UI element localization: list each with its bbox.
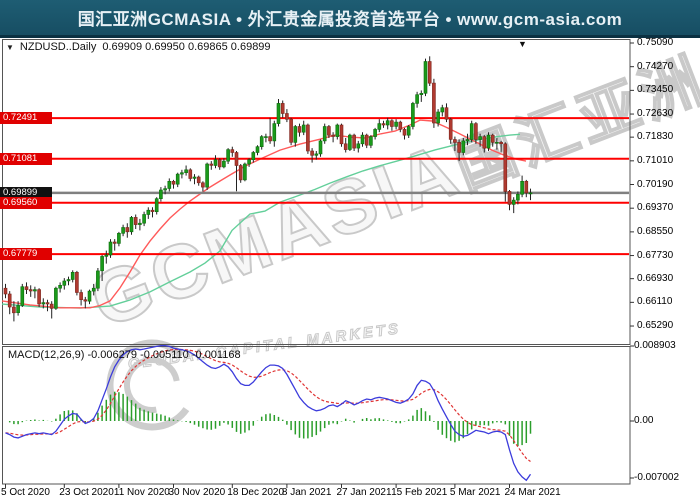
symbol-dropdown-icon[interactable]: ▼ xyxy=(6,42,14,52)
macd-axis-label: 0.00 xyxy=(634,415,654,426)
date-axis-label: 24 Mar 2021 xyxy=(504,487,561,498)
date-axis-label: 27 Jan 2021 xyxy=(336,487,392,498)
chart-shift-marker-icon[interactable]: ▼ xyxy=(518,39,527,49)
price-axis-label: 0.68550 xyxy=(637,225,674,237)
date-axis-label: 8 Jan 2021 xyxy=(281,487,332,498)
promo-banner[interactable]: 国汇亚洲GCMASIA • 外汇贵金属投资首选平台 • www.gcm-asia… xyxy=(0,0,700,38)
price-axis-label: 0.72630 xyxy=(637,108,674,120)
price-axis-label: 0.73450 xyxy=(637,84,674,96)
price-axis-label: 0.65290 xyxy=(637,320,674,332)
date-axis-label: 15 Feb 2021 xyxy=(391,487,448,498)
date-axis-label: 30 Nov 2020 xyxy=(168,487,226,498)
date-axis-label: 5 Oct 2020 xyxy=(1,487,50,498)
price-axis-label: 0.69370 xyxy=(637,202,674,214)
chart-title-bar: ▼ NZDUSD..Daily 0.69909 0.69950 0.69865 … xyxy=(6,41,271,53)
hline-price-tag: 0.69560 xyxy=(0,196,52,209)
date-axis-label: 11 Nov 2020 xyxy=(113,487,170,498)
chart-ohlc-values: 0.69909 0.69950 0.69865 0.69899 xyxy=(102,41,271,53)
date-axis-label: 5 Mar 2021 xyxy=(449,487,501,498)
date-axis-label: 18 Dec 2020 xyxy=(227,487,285,498)
promo-banner-text: 国汇亚洲GCMASIA • 外汇贵金属投资首选平台 • www.gcm-asia… xyxy=(77,10,623,29)
price-axis-label: 0.75090 xyxy=(637,37,674,48)
price-axis-label: 0.66930 xyxy=(637,272,674,284)
chart-symbol-period: NZDUSD..Daily xyxy=(19,41,97,53)
price-axis-label: 0.71010 xyxy=(637,154,674,166)
date-axis-label: 23 Oct 2020 xyxy=(59,487,114,498)
bid-price-tag: 0.69899 xyxy=(0,186,52,199)
hline-price-tag: 0.72491 xyxy=(0,112,52,125)
price-axis-label: 0.67730 xyxy=(637,249,674,261)
hline-price-tag: 0.67779 xyxy=(0,248,52,261)
price-axis-label: 0.71830 xyxy=(637,131,674,143)
macd-indicator-label: MACD(12,26,9) -0.006279 -0.005110 -0.001… xyxy=(8,349,241,361)
macd-axis-label: 0.008903 xyxy=(634,340,676,351)
price-axis-label: 0.70190 xyxy=(637,178,674,190)
hline-price-tag: 0.71081 xyxy=(0,152,52,165)
macd-axis-label: -0.007002 xyxy=(634,472,680,483)
price-axis-label: 0.74270 xyxy=(637,60,674,72)
price-axis-label: 0.66110 xyxy=(637,296,673,308)
